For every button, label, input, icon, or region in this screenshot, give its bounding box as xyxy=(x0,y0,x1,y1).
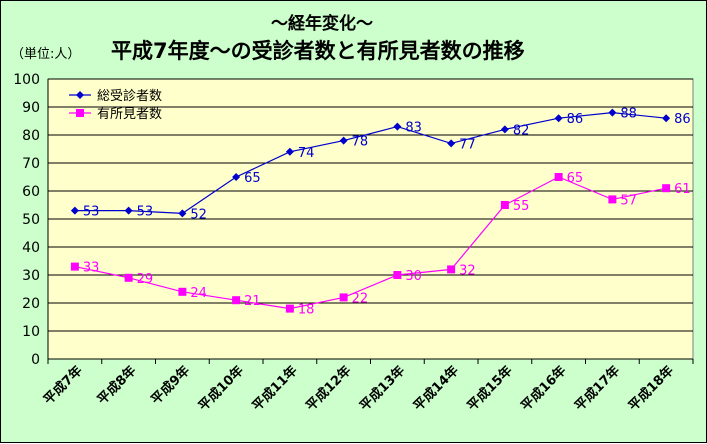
x-tick-label: 平成11年 xyxy=(249,363,301,415)
y-tick-label: 60 xyxy=(22,184,40,200)
data-label: 18 xyxy=(298,303,315,318)
data-label: 86 xyxy=(674,112,691,127)
x-tick-label: 平成16年 xyxy=(518,363,570,415)
x-tick-label: 平成12年 xyxy=(303,363,355,415)
data-label: 77 xyxy=(459,137,476,152)
data-point xyxy=(447,139,456,148)
data-point xyxy=(285,304,294,313)
data-point xyxy=(232,296,241,305)
legend-label: 総受診者数 xyxy=(97,88,162,104)
legend-label: 有所見者数 xyxy=(97,107,162,122)
x-tick-label: 平成10年 xyxy=(195,363,247,415)
data-point xyxy=(285,147,294,156)
y-tick-label: 40 xyxy=(22,240,40,256)
data-point xyxy=(500,201,509,209)
x-tick-label: 平成18年 xyxy=(625,363,677,415)
data-point xyxy=(232,173,241,181)
data-point xyxy=(393,122,402,131)
data-label: 82 xyxy=(513,123,530,138)
x-tick-label: 平成13年 xyxy=(357,363,409,415)
data-label: 33 xyxy=(83,261,100,276)
data-point xyxy=(393,271,402,279)
x-tick-label: 平成17年 xyxy=(572,363,624,415)
data-point xyxy=(339,136,348,145)
y-tick-label: 70 xyxy=(22,156,40,172)
x-tick-label: 平成15年 xyxy=(464,363,516,415)
data-label: 29 xyxy=(137,272,154,287)
data-label: 78 xyxy=(352,135,369,150)
data-point xyxy=(70,262,79,271)
y-tick-label: 80 xyxy=(22,128,40,144)
data-point xyxy=(554,114,563,123)
data-label: 57 xyxy=(620,193,637,208)
data-point xyxy=(608,195,617,204)
data-label: 32 xyxy=(459,263,476,278)
data-point xyxy=(124,206,133,215)
legend-marker xyxy=(76,91,84,99)
data-point xyxy=(178,287,187,296)
series-line-1 xyxy=(74,176,667,310)
chart-title: 平成7年度～の受診者数と有所見者数の推移 xyxy=(111,39,525,63)
y-tick-label: 50 xyxy=(22,212,40,228)
data-label: 83 xyxy=(405,121,422,136)
x-tick-label: 平成8年 xyxy=(94,363,139,408)
data-point xyxy=(447,265,456,274)
x-tick-label: 平成14年 xyxy=(410,363,462,415)
data-label: 74 xyxy=(298,146,315,161)
data-label: 53 xyxy=(83,205,100,220)
data-label: 88 xyxy=(620,107,637,122)
data-label: 53 xyxy=(137,205,154,220)
y-tick-label: 90 xyxy=(22,100,40,116)
y-tick-label: 10 xyxy=(22,324,40,340)
data-point xyxy=(608,108,617,117)
data-point xyxy=(554,173,563,181)
y-tick-label: 0 xyxy=(31,352,40,368)
data-label: 21 xyxy=(244,294,261,309)
data-label: 52 xyxy=(190,207,207,222)
data-label: 65 xyxy=(244,171,261,186)
series-line-0 xyxy=(74,111,667,215)
y-tick-label: 20 xyxy=(22,296,40,312)
y-tick-label: 30 xyxy=(22,268,40,284)
data-label: 65 xyxy=(567,171,584,186)
data-label: 61 xyxy=(674,182,691,197)
chart-subtitle: ～経年変化～ xyxy=(271,14,373,34)
legend-marker xyxy=(76,109,84,117)
data-point xyxy=(500,125,509,134)
data-label: 24 xyxy=(190,286,207,301)
data-point xyxy=(662,184,671,193)
y-tick-label: 100 xyxy=(13,72,40,88)
data-point xyxy=(70,206,79,215)
unit-label: （単位:人） xyxy=(11,47,81,62)
data-label: 86 xyxy=(567,112,584,127)
x-tick-label: 平成9年 xyxy=(148,363,193,408)
x-tick-label: 平成7年 xyxy=(40,363,85,408)
data-label: 55 xyxy=(513,199,530,214)
data-label: 30 xyxy=(405,269,422,284)
data-label: 22 xyxy=(352,291,369,306)
data-point xyxy=(662,114,671,123)
data-point xyxy=(124,273,133,282)
data-point xyxy=(178,209,187,218)
data-point xyxy=(339,293,348,302)
